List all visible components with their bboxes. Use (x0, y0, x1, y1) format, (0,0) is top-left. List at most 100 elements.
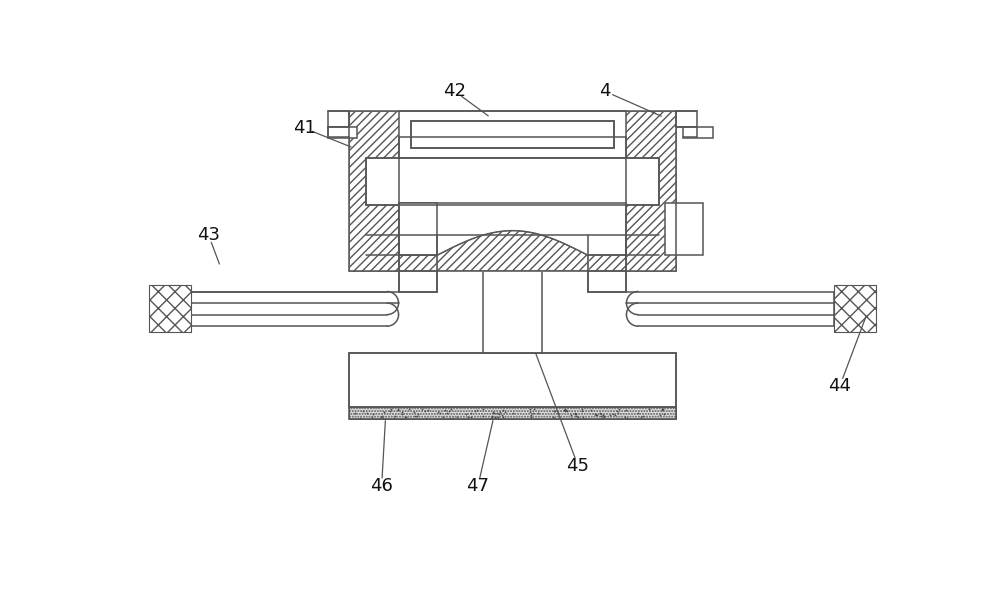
Point (633, 413, 649, 422)
Point (495, 405, 511, 415)
Point (618, 406, 634, 415)
Point (593, 409, 609, 419)
Bar (328, 111, 349, 127)
Bar (399, 203, 437, 255)
Point (523, 410, 539, 419)
Point (550, 408, 566, 418)
Point (563, 410, 579, 420)
Point (525, 409, 541, 418)
Point (442, 413, 458, 422)
Point (487, 412, 503, 421)
Point (654, 405, 670, 414)
Point (492, 407, 508, 416)
Text: 45: 45 (566, 457, 589, 475)
Point (567, 410, 583, 419)
Point (593, 411, 609, 421)
Bar (665, 203, 703, 255)
Point (574, 406, 590, 415)
Point (574, 405, 590, 414)
Bar (399, 203, 626, 255)
Point (546, 406, 562, 416)
Point (596, 412, 612, 422)
Point (359, 409, 375, 418)
Point (435, 412, 451, 422)
Point (497, 407, 513, 417)
Point (547, 406, 563, 416)
Point (611, 405, 627, 414)
Point (406, 407, 422, 416)
Point (418, 413, 434, 423)
Point (558, 405, 574, 415)
Point (587, 409, 603, 419)
Point (441, 407, 457, 416)
Point (635, 411, 651, 421)
Point (488, 413, 504, 423)
Point (489, 408, 505, 418)
Point (352, 413, 368, 423)
Point (401, 405, 417, 414)
Point (458, 409, 474, 418)
Point (655, 405, 671, 414)
Point (545, 413, 561, 422)
Point (563, 413, 579, 423)
Bar (399, 111, 626, 157)
Bar (676, 111, 697, 127)
Point (375, 413, 391, 423)
Bar (349, 111, 676, 271)
Point (587, 409, 603, 418)
Point (484, 411, 500, 421)
Text: 41: 41 (293, 119, 316, 137)
Point (373, 413, 389, 422)
Bar (399, 271, 437, 292)
Point (522, 407, 538, 416)
Point (546, 413, 562, 422)
Bar (834, 285, 876, 332)
Text: 44: 44 (828, 377, 851, 395)
Point (475, 412, 491, 421)
Point (607, 410, 623, 420)
Point (602, 410, 618, 419)
Point (596, 411, 612, 421)
Point (610, 408, 626, 418)
Point (592, 408, 608, 418)
Bar (483, 271, 542, 353)
Point (523, 412, 539, 421)
Point (505, 409, 521, 418)
Point (526, 404, 542, 413)
Bar (328, 127, 357, 137)
Point (469, 406, 485, 415)
Point (437, 406, 453, 415)
Point (589, 410, 605, 420)
Point (417, 406, 433, 416)
Point (460, 412, 476, 422)
Point (557, 406, 573, 416)
Point (495, 413, 511, 422)
Point (570, 412, 586, 422)
Point (583, 406, 599, 415)
Bar (683, 127, 713, 137)
Point (390, 405, 406, 414)
Point (605, 409, 621, 418)
Point (364, 412, 380, 422)
Point (568, 409, 584, 418)
Point (522, 404, 538, 413)
Point (556, 405, 572, 415)
Point (420, 406, 436, 415)
Point (467, 406, 483, 415)
Text: 47: 47 (466, 478, 489, 495)
Point (588, 410, 604, 420)
Point (386, 413, 402, 422)
Text: 43: 43 (197, 226, 220, 244)
Point (557, 405, 573, 414)
Point (439, 408, 455, 418)
Point (397, 413, 413, 422)
Point (575, 412, 591, 422)
Text: 4: 4 (599, 83, 611, 100)
Point (609, 406, 625, 415)
Point (463, 412, 479, 422)
Point (594, 413, 610, 423)
Point (530, 408, 546, 418)
Text: 42: 42 (443, 83, 466, 100)
Bar (588, 271, 626, 292)
Bar (411, 121, 614, 148)
